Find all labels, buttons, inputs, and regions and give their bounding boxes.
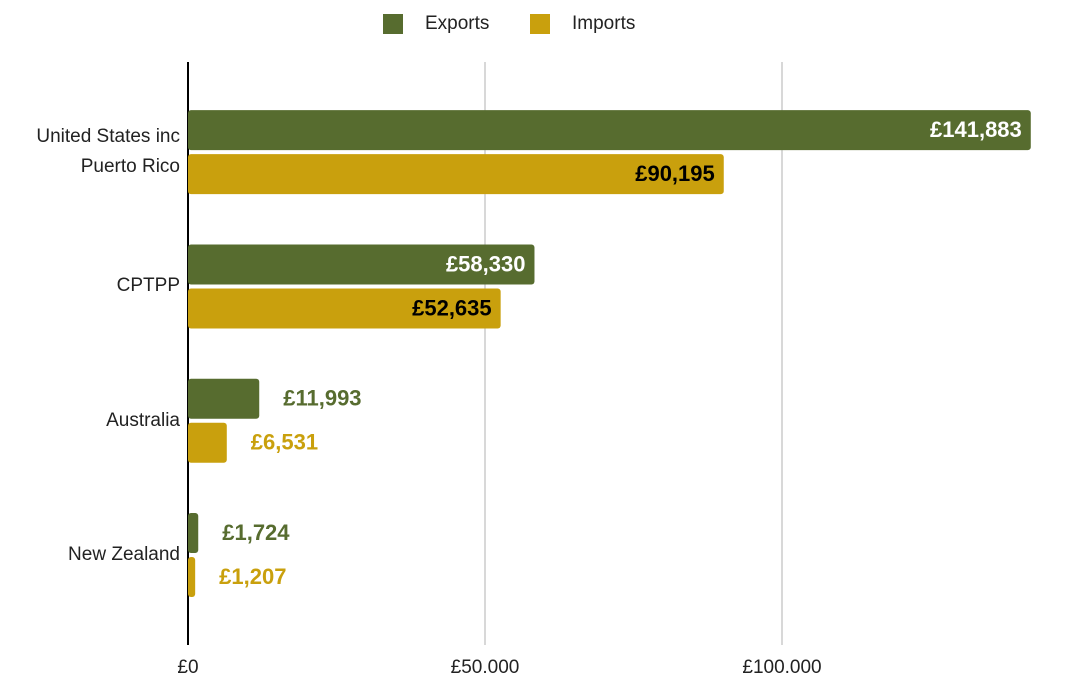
bar (188, 557, 196, 598)
data-label: £11,993 (283, 386, 361, 411)
legend-label: Exports (425, 13, 489, 34)
legend-swatch (383, 14, 403, 34)
data-label: £90,195 (635, 161, 715, 186)
bar (188, 288, 501, 329)
y-tick-label: United States inc Puerto Rico (36, 126, 180, 178)
data-label: £141,883 (930, 117, 1022, 142)
y-tick-label: New Zealand (68, 544, 180, 566)
y-tick-label: CPTPP (116, 275, 180, 297)
x-tick-label: £50.000 (451, 657, 520, 678)
data-label: £1,724 (222, 520, 290, 545)
data-label: £1,207 (219, 564, 286, 589)
bar (188, 110, 1031, 151)
legend-swatch (530, 14, 550, 34)
bar (188, 513, 199, 554)
bar (188, 244, 535, 285)
x-tick-label: £0 (177, 657, 198, 678)
bar (188, 378, 260, 419)
bar (188, 154, 724, 195)
bar (188, 422, 227, 463)
data-label: £6,531 (251, 430, 318, 455)
y-tick-label: Australia (106, 409, 180, 431)
legend-label: Imports (572, 13, 635, 34)
x-tick-label: £100.000 (742, 657, 821, 678)
data-label: £52,635 (412, 295, 492, 320)
data-label: £58,330 (446, 251, 526, 276)
